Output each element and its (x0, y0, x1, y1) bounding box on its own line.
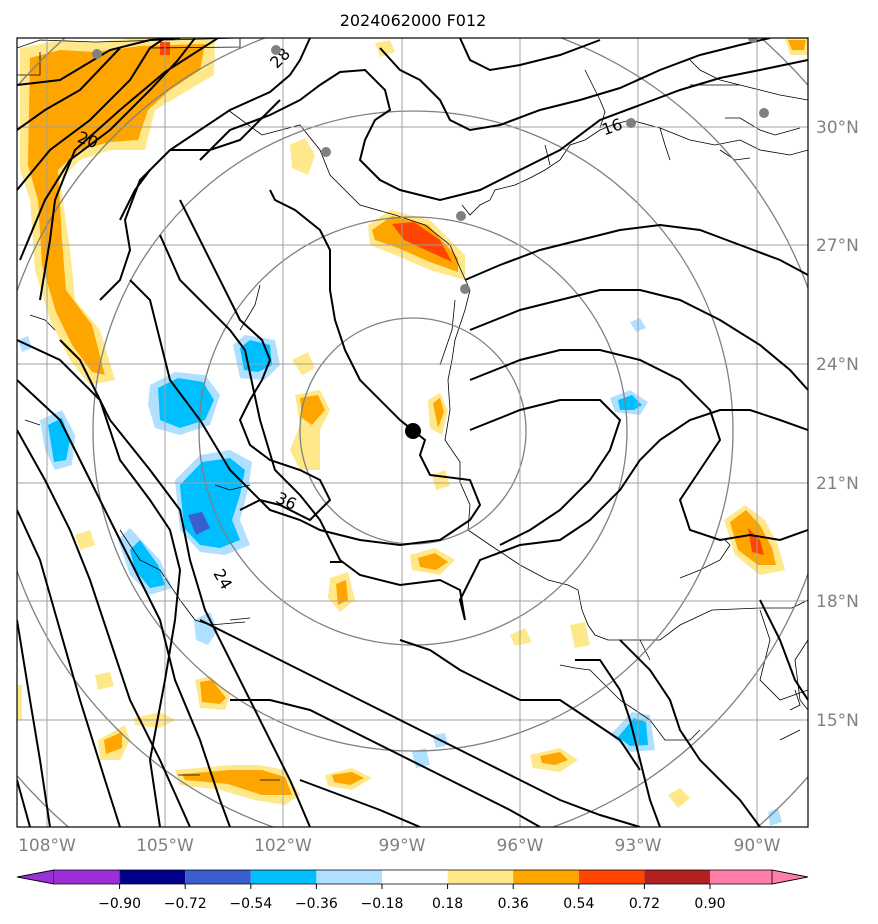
colorbar-swatch-11 (710, 870, 772, 884)
colorbar-extend-low (16, 869, 55, 885)
longitude-labels: 108°W 105°W 102°W 99°W 96°W 93°W 90°W (18, 836, 781, 856)
lon-label-96w: 96°W (497, 836, 544, 856)
colorbar-outline (16, 869, 809, 885)
lon-label-105w: 105°W (136, 836, 194, 856)
colorbar-swatch-9 (578, 870, 645, 884)
colorbar-swatch-7 (447, 870, 514, 884)
colorbar-tick-label: −0.18 (361, 896, 404, 912)
lon-label-90w: 90°W (734, 836, 781, 856)
colorbar-tick-label: 0.72 (629, 896, 660, 912)
lat-label-30n: 30°N (816, 118, 859, 138)
colorbar-tick-label: −0.54 (229, 896, 272, 912)
height-contours (17, 38, 808, 827)
colorbar-tick-label: −0.90 (98, 896, 141, 912)
colorbar-swatch-2 (119, 870, 186, 884)
colorbar-swatch-8 (513, 870, 579, 884)
colorbar-tick-label: 0.90 (694, 896, 725, 912)
lat-label-18n: 18°N (816, 592, 859, 612)
coastlines (17, 38, 808, 781)
colorbar-tick-label: 0.54 (563, 896, 594, 912)
lat-label-24n: 24°N (816, 355, 859, 375)
colorbar-ticks (119, 884, 711, 889)
colorbar-swatch-4 (250, 870, 317, 884)
colorbar-swatch-3 (185, 870, 251, 884)
colorbar-swatch-5 (316, 870, 382, 884)
lat-label-21n: 21°N (816, 474, 859, 494)
lat-label-15n: 15°N (816, 711, 859, 731)
storm-center-marker (405, 423, 421, 439)
city-markers (92, 38, 769, 294)
colorbar-tick-label: 0.18 (432, 896, 463, 912)
map-frame (16, 37, 809, 828)
colorbar: −0.90 −0.72 −0.54 −0.36 −0.18 0.18 0.36 … (16, 869, 809, 912)
colorbar-swatch-1 (54, 870, 120, 884)
latitude-labels: 30°N 27°N 24°N 21°N 18°N 15°N (816, 118, 859, 731)
colorbar-extend-high (771, 869, 809, 885)
lon-label-102w: 102°W (254, 836, 312, 856)
lon-label-99w: 99°W (379, 836, 426, 856)
colorbar-swatch-6 (382, 870, 448, 884)
colorbar-tick-label: −0.72 (164, 896, 207, 912)
colorbar-swatch-10 (644, 870, 710, 884)
graticule (17, 38, 808, 827)
figure-title: 2024062000 F012 (340, 11, 487, 30)
colorbar-tick-label: 0.36 (498, 896, 529, 912)
lon-label-108w: 108°W (18, 836, 76, 856)
colorbar-tick-label: −0.36 (295, 896, 338, 912)
lon-label-93w: 93°W (615, 836, 662, 856)
lat-label-27n: 27°N (816, 236, 859, 256)
